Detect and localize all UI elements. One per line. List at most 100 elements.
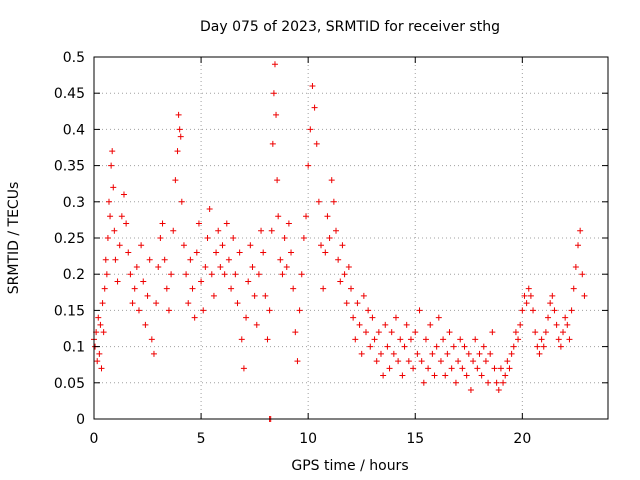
- data-point: [485, 379, 492, 386]
- data-point: [547, 300, 554, 307]
- data-point: [102, 256, 109, 263]
- data-point: [386, 365, 393, 372]
- data-point: [545, 314, 552, 321]
- data-point: [247, 242, 254, 249]
- data-point: [274, 177, 281, 184]
- data-point: [178, 198, 185, 205]
- data-point: [401, 343, 408, 350]
- data-point: [142, 321, 149, 328]
- data-point: [437, 358, 444, 365]
- data-point: [542, 329, 549, 336]
- data-point: [504, 358, 511, 365]
- tick-labels: 0 0.05 0.1 0.15 0.2 0.25 0.3 0.35 0.4 0.45 0.5 0 5 10…: [54, 50, 531, 447]
- data-point: [388, 329, 395, 336]
- data-point: [508, 350, 515, 357]
- data-point: [525, 285, 532, 292]
- data-point: [405, 358, 412, 365]
- data-point: [110, 184, 117, 191]
- data-point: [217, 263, 224, 270]
- data-point: [373, 358, 380, 365]
- data-point: [105, 198, 112, 205]
- data-point: [177, 133, 184, 140]
- data-point: [107, 213, 114, 220]
- data-point: [133, 263, 140, 270]
- data-point: [414, 350, 421, 357]
- data-point: [94, 358, 101, 365]
- data-point: [450, 343, 457, 350]
- data-point: [300, 235, 307, 241]
- data-point: [108, 162, 115, 169]
- data-point: [96, 350, 103, 357]
- data-point: [228, 285, 235, 292]
- data-point: [510, 343, 517, 350]
- data-point: [215, 227, 222, 234]
- data-point: [358, 350, 365, 357]
- data-point: [431, 372, 438, 379]
- data-point: [270, 90, 277, 97]
- data-point: [472, 336, 479, 343]
- data-point: [193, 249, 200, 256]
- data-point: [116, 242, 123, 249]
- data-point: [275, 213, 282, 220]
- data-point: [251, 292, 258, 299]
- data-point: [238, 336, 245, 343]
- data-point: [562, 314, 569, 321]
- data-point: [213, 249, 220, 256]
- data-point: [234, 300, 241, 307]
- data-point: [581, 292, 588, 299]
- data-point: [100, 329, 107, 336]
- data-point: [189, 285, 196, 292]
- data-point: [416, 307, 423, 314]
- data-point: [493, 379, 500, 386]
- data-point: [371, 336, 378, 343]
- data-point: [519, 307, 526, 314]
- y-tick-label: 0.35: [54, 159, 85, 175]
- data-point: [253, 321, 260, 328]
- data-point: [500, 379, 507, 386]
- data-point: [129, 300, 136, 307]
- data-point: [109, 148, 116, 155]
- data-point: [168, 271, 175, 278]
- data-point: [324, 213, 331, 220]
- data-point: [474, 365, 481, 372]
- data-point: [433, 343, 440, 350]
- data-point: [163, 285, 170, 292]
- data-point: [422, 336, 429, 343]
- y-tick-label: 0.05: [54, 376, 85, 392]
- y-tick-label: 0.2: [63, 267, 85, 283]
- data-point: [575, 242, 582, 249]
- data-point: [150, 350, 157, 357]
- data-point: [255, 271, 262, 278]
- data-point: [307, 126, 314, 133]
- axis-ticks: [93, 56, 608, 420]
- data-point: [540, 343, 547, 350]
- x-tick-label: 20: [513, 431, 531, 447]
- data-point: [465, 350, 472, 357]
- data-point: [320, 285, 327, 292]
- data-point: [127, 271, 134, 278]
- data-point: [148, 336, 155, 343]
- data-point: [232, 271, 239, 278]
- data-point: [298, 271, 305, 278]
- data-point: [99, 300, 106, 307]
- data-point: [384, 343, 391, 350]
- data-point: [103, 271, 110, 278]
- data-point: [104, 235, 111, 241]
- data-point: [170, 227, 177, 234]
- y-tick-label: 0.15: [54, 303, 85, 319]
- data-point: [305, 162, 312, 169]
- data-point: [352, 336, 359, 343]
- data-point: [515, 336, 522, 343]
- data-point: [112, 256, 119, 263]
- data-point: [463, 372, 470, 379]
- data-point: [204, 235, 211, 241]
- data-point: [180, 242, 187, 249]
- data-point: [123, 220, 130, 227]
- data-point: [489, 329, 496, 336]
- data-point: [175, 111, 182, 118]
- x-tick-label: 15: [406, 431, 424, 447]
- data-point: [290, 285, 297, 292]
- data-point: [296, 307, 303, 314]
- data-point: [495, 387, 502, 394]
- data-point: [279, 271, 286, 278]
